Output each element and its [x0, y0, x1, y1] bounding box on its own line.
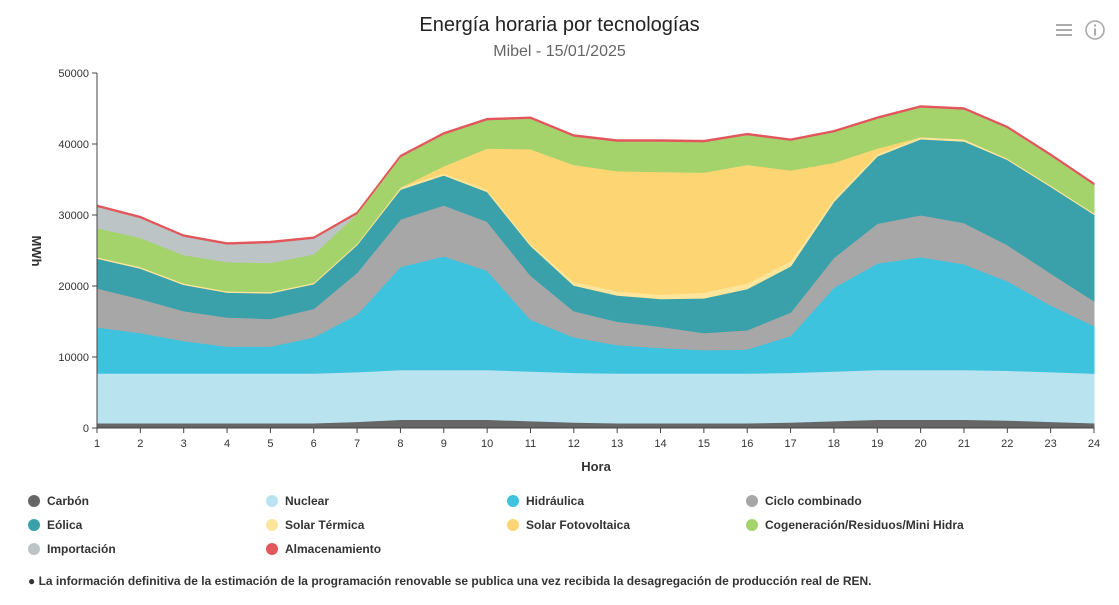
legend-item-almacenamiento[interactable]: Almacenamiento [266, 542, 381, 556]
chart-title: Energía horaria por tecnologías [419, 14, 700, 36]
legend-dot-icon [507, 519, 519, 531]
x-tick-label: 13 [611, 438, 623, 450]
legend-dot-icon [28, 495, 40, 507]
legend-dot-icon [266, 543, 278, 555]
x-tick-label: 1 [94, 438, 100, 450]
legend-item-solar-fotovoltaica[interactable]: Solar Fotovoltaica [507, 518, 630, 532]
x-tick-label: 19 [871, 438, 883, 450]
legend-item-nuclear[interactable]: Nuclear [266, 494, 329, 508]
x-tick-label: 8 [397, 438, 403, 450]
x-tick-label: 2 [137, 438, 143, 450]
legend-item-ciclo-combinado[interactable]: Ciclo combinado [746, 494, 862, 508]
x-tick-label: 17 [784, 438, 796, 450]
legend-dot-icon [507, 495, 519, 507]
x-tick-label: 20 [914, 438, 926, 450]
legend-dot-icon [28, 543, 40, 555]
x-tick-label: 9 [441, 438, 447, 450]
area-nuclear[interactable] [96, 369, 1095, 424]
y-tick-label: 20000 [58, 281, 89, 293]
footnote: ● La información definitiva de la estima… [28, 574, 872, 588]
area-almacenamiento[interactable] [96, 105, 1095, 245]
y-tick-label: 10000 [58, 352, 89, 364]
x-tick-label: 6 [311, 438, 317, 450]
x-tick-label: 3 [181, 438, 187, 450]
legend-dot-icon [746, 495, 758, 507]
legend-label: Hidráulica [526, 494, 585, 508]
x-tick-label: 12 [568, 438, 580, 450]
stacked-areas [96, 105, 1095, 429]
legend-label: Ciclo combinado [765, 494, 862, 508]
x-tick-label: 10 [481, 438, 493, 450]
y-tick-label: 50000 [58, 68, 89, 80]
legend-label: Carbón [47, 494, 89, 508]
legend-item-eolica[interactable]: Eólica [28, 518, 82, 532]
legend-label: Solar Fotovoltaica [526, 518, 631, 532]
legend-dot-icon [266, 519, 278, 531]
legend-dot-icon [746, 519, 758, 531]
legend-label: Importación [47, 542, 116, 556]
chart-subtitle: Mibel - 15/01/2025 [493, 43, 626, 60]
x-tick-label: 11 [525, 438, 536, 450]
legend-label: Almacenamiento [285, 542, 382, 556]
legend-dot-icon [266, 495, 278, 507]
x-tick-label: 15 [698, 438, 710, 450]
legend-item-cogeneracion-residuos-mini-hidra[interactable]: Cogeneración/Residuos/Mini Hidra [746, 518, 964, 532]
legend-label: Eólica [47, 518, 83, 532]
x-tick-label: 4 [224, 438, 230, 450]
y-tick-label: 40000 [58, 139, 89, 151]
y-tick-label: 0 [83, 423, 89, 435]
legend-item-hidraulica[interactable]: Hidráulica [507, 494, 584, 508]
x-tick-label: 24 [1088, 438, 1100, 450]
x-tick-label: 18 [828, 438, 840, 450]
legend-item-importacion[interactable]: Importación [28, 542, 116, 556]
info-circle-icon[interactable] [1084, 19, 1106, 41]
y-axis-title: MWh [29, 235, 44, 266]
x-tick-label: 23 [1045, 438, 1057, 450]
legend-label: Nuclear [285, 494, 330, 508]
legend-dot-icon [28, 519, 40, 531]
legend-label: Cogeneración/Residuos/Mini Hidra [765, 518, 964, 532]
y-tick-label: 30000 [58, 210, 89, 222]
x-tick-label: 16 [741, 438, 753, 450]
x-tick-label: 7 [354, 438, 360, 450]
x-tick-label: 22 [1001, 438, 1013, 450]
legend-label: Solar Térmica [285, 518, 365, 532]
x-axis-title: Hora [581, 459, 611, 474]
legend-item-solar-termica[interactable]: Solar Térmica [266, 518, 364, 532]
x-tick-label: 21 [958, 438, 970, 450]
x-tick-label: 5 [267, 438, 273, 450]
x-tick-label: 14 [654, 438, 666, 450]
hamburger-menu-icon[interactable] [1053, 19, 1075, 41]
legend-item-carbon[interactable]: Carbón [28, 494, 89, 508]
